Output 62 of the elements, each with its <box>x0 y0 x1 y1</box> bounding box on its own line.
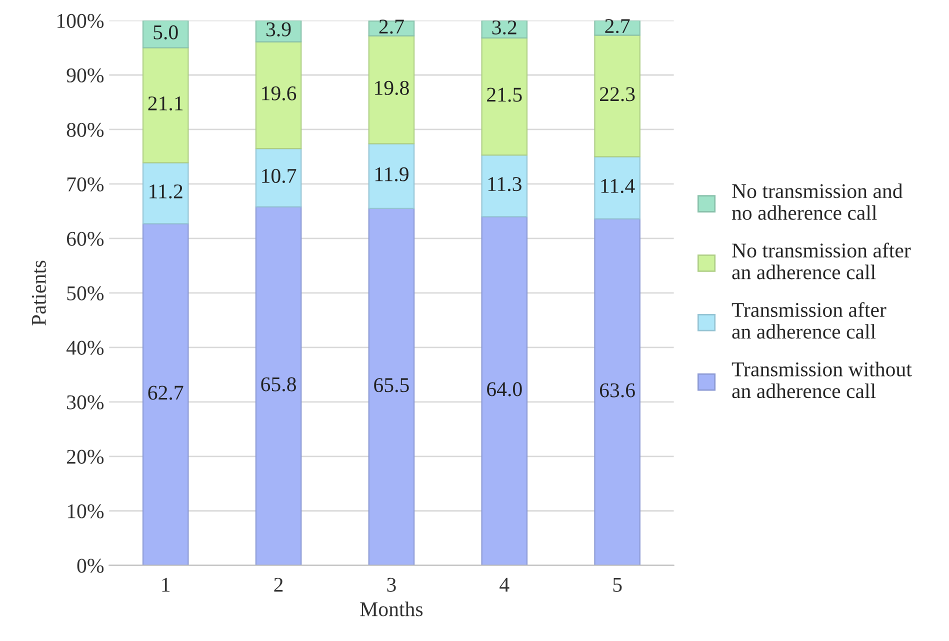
bar <box>594 34 640 158</box>
data-label: 11.4 <box>601 179 635 194</box>
bar <box>255 20 302 42</box>
data-label: 11.3 <box>488 177 522 192</box>
data-label: 22.3 <box>600 87 635 102</box>
bar <box>368 208 415 566</box>
data-label: 21.1 <box>148 96 183 111</box>
y-tick-label: 10% <box>68 504 104 518</box>
bar <box>255 41 302 150</box>
x-tick-label: 2 <box>274 578 283 592</box>
y-tick-label: 100% <box>58 14 104 28</box>
bar <box>255 206 302 566</box>
x-axis-title: Months <box>360 602 423 616</box>
bar <box>594 218 640 566</box>
data-label: 2.7 <box>605 19 630 34</box>
data-label: 3.2 <box>492 20 516 35</box>
bar <box>594 156 640 220</box>
data-label: 3.9 <box>266 22 291 36</box>
data-label: 21.5 <box>487 88 522 102</box>
bar <box>481 154 528 218</box>
bar <box>481 216 528 566</box>
x-tick-label: 5 <box>613 578 622 592</box>
data-label: 64.0 <box>487 382 522 396</box>
data-label: 11.9 <box>375 167 408 182</box>
legend-label: Transmission after an adherence call <box>732 302 886 339</box>
bar <box>142 20 189 48</box>
x-tick-label: 3 <box>387 578 396 592</box>
bar <box>368 35 415 144</box>
y-tick-label: 20% <box>67 450 104 464</box>
data-label: 11.2 <box>150 184 182 199</box>
data-label: 2.7 <box>379 20 404 34</box>
legend-label: No transmission and no adherence call <box>732 183 903 220</box>
y-tick-label: 80% <box>66 122 104 137</box>
bar <box>594 20 640 36</box>
bar <box>255 148 302 208</box>
data-label: 65.5 <box>374 378 409 392</box>
y-tick-label: 60% <box>66 232 104 246</box>
data-label: 19.6 <box>262 86 296 100</box>
legend-label: No transmission after an adherence call <box>732 242 911 280</box>
x-tick-label: 1 <box>162 578 170 592</box>
data-label: 10.7 <box>262 168 296 184</box>
bar <box>142 162 189 224</box>
bar <box>368 143 415 210</box>
data-label: 65.8 <box>261 377 296 392</box>
y-tick-label: 90% <box>66 68 104 82</box>
y-tick-label: 40% <box>66 340 104 355</box>
y-tick-label: 70% <box>67 177 104 192</box>
data-label: 62.7 <box>148 386 184 400</box>
data-label: 5.0 <box>154 25 178 40</box>
y-axis-title: Patients <box>32 260 46 326</box>
legend-label: Transmission without an adherence call <box>732 362 912 398</box>
x-tick-label: 4 <box>500 578 510 592</box>
y-tick-label: 0% <box>77 558 104 573</box>
y-tick-label: 30% <box>67 395 104 410</box>
bar <box>481 37 528 156</box>
y-tick-label: 50% <box>67 286 104 300</box>
bar <box>481 20 528 38</box>
bar <box>142 223 189 566</box>
bar <box>368 20 415 36</box>
data-label: 19.8 <box>375 80 409 96</box>
bar <box>142 47 189 164</box>
data-label: 63.6 <box>600 383 635 398</box>
